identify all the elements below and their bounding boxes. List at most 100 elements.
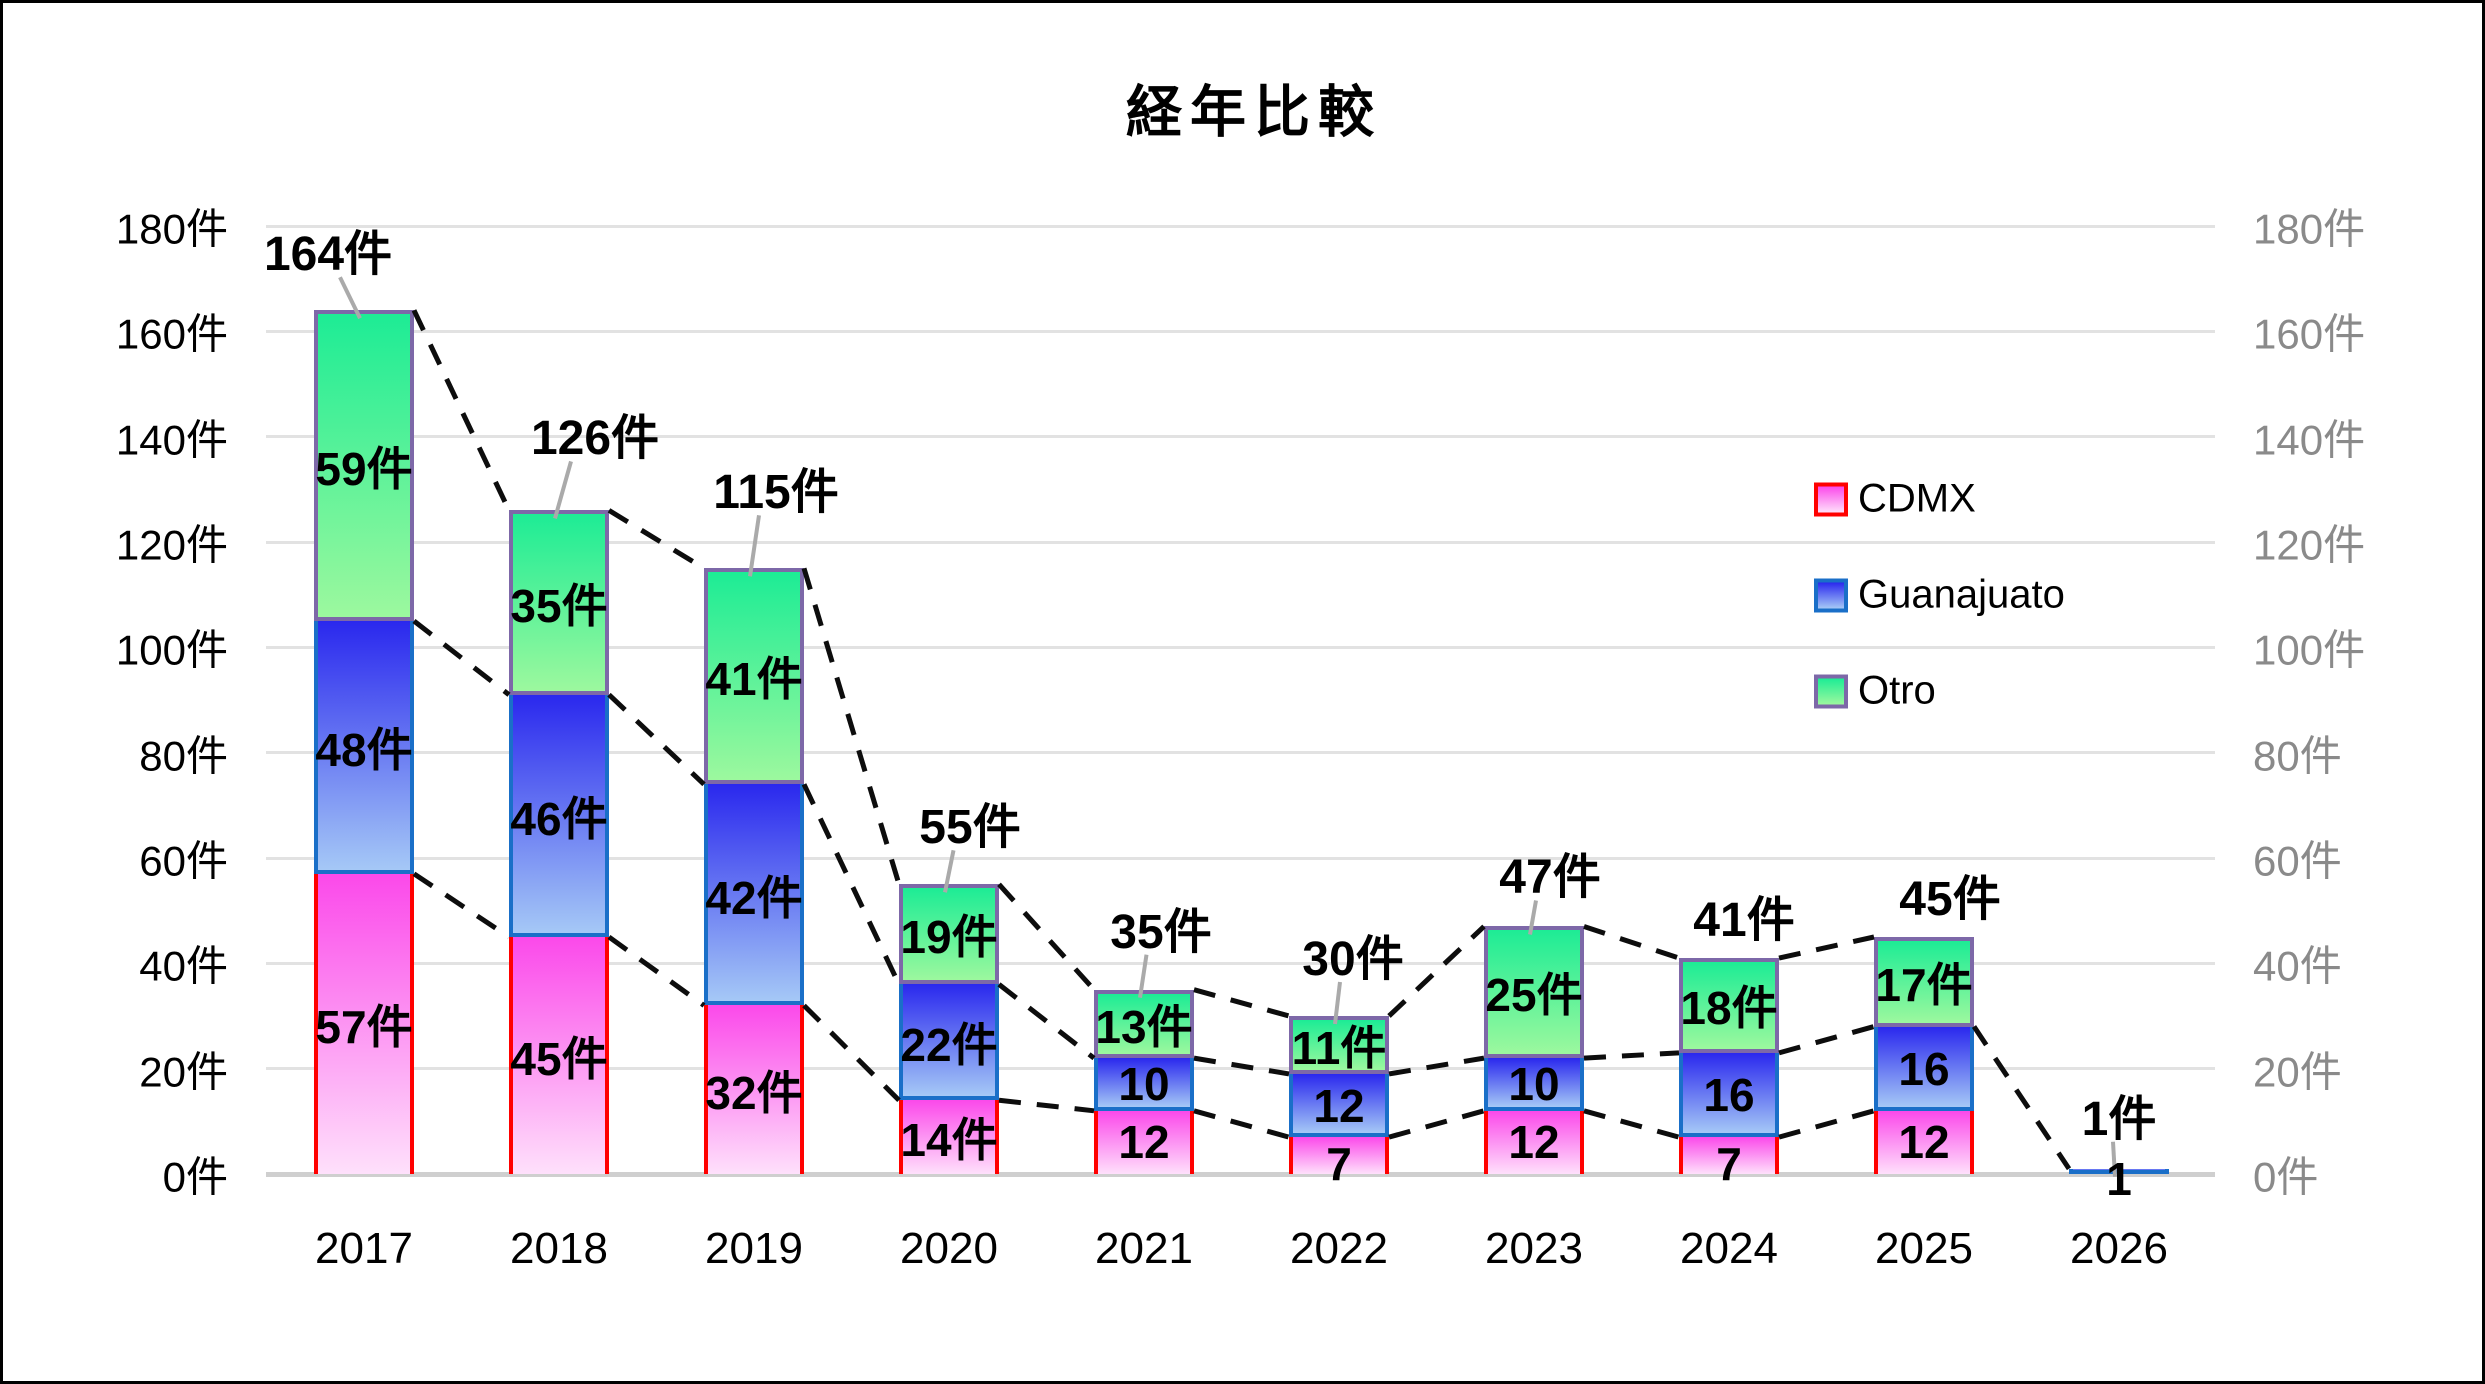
total-label-2022: 30件 <box>1302 933 1404 986</box>
bar-segment-cdmx-2020 <box>899 1100 999 1174</box>
segment-label-guanajuato-2025: 16 <box>1898 1042 1950 1095</box>
segment-label-otro-2018: 35件 <box>510 579 608 632</box>
legend-swatch-otro-icon <box>1814 674 1848 708</box>
bar-segment-guanajuato-2023 <box>1484 1058 1584 1111</box>
gridline-60 <box>266 856 2215 860</box>
left-axis-label: 120件 <box>115 521 228 569</box>
legend-label-otro: Otro <box>1858 668 1936 713</box>
bar-segment-otro-2019 <box>704 568 804 785</box>
series-line-guanajuato-2024-2025 <box>1778 1024 1875 1056</box>
left-axis-label: 100件 <box>115 626 228 674</box>
series-line-otro-2021-2022 <box>1193 987 1290 1019</box>
x-axis-label-2020: 2020 <box>900 1224 998 1273</box>
series-line-cdmx-2021-2022 <box>1193 1108 1290 1140</box>
total-label-2019: 115件 <box>713 466 839 520</box>
segment-label-cdmx-2020: 14件 <box>900 1114 998 1167</box>
bar-segment-otro-2021 <box>1094 989 1194 1059</box>
x-axis-label-2021: 2021 <box>1095 1224 1193 1273</box>
series-line-otro-2017-2018 <box>411 309 512 512</box>
legend-item-cdmx: CDMX <box>1814 477 1976 522</box>
series-line-guanajuato-2020-2021 <box>997 982 1096 1061</box>
series-line-guanajuato-2022-2023 <box>1388 1055 1485 1077</box>
bar-segment-guanajuato-2022 <box>1289 1073 1389 1138</box>
x-axis-label-2026: 2026 <box>2070 1224 2168 1273</box>
x-axis-label-2022: 2022 <box>1290 1224 1388 1273</box>
right-axis-label: 80件 <box>2253 732 2342 780</box>
bar-segment-guanajuato-2017 <box>314 621 414 874</box>
bar-segment-guanajuato-2018 <box>509 694 609 937</box>
left-axis-label: 60件 <box>139 837 228 885</box>
segment-label-cdmx-2024: 7 <box>1716 1137 1742 1190</box>
right-axis-label: 40件 <box>2253 942 2342 990</box>
segment-label-guanajuato-2024: 16 <box>1703 1069 1755 1121</box>
bar-segment-guanajuato-2026 <box>2069 1168 2169 1174</box>
bar-segment-otro-2022 <box>1289 1016 1389 1074</box>
right-axis-label: 180件 <box>2253 205 2366 253</box>
segment-label-cdmx-2023: 12 <box>1508 1116 1560 1169</box>
segment-label-otro-2024: 18件 <box>1680 982 1778 1035</box>
series-line-cdmx-2024-2025 <box>1778 1108 1875 1140</box>
series-line-cdmx-2022-2023 <box>1388 1108 1485 1140</box>
segment-label-otro-2022: 11件 <box>1291 1021 1387 1074</box>
bar-segment-otro-2017 <box>314 310 414 621</box>
series-line-otro-2018-2019 <box>607 508 706 571</box>
total-label-2018: 126件 <box>530 412 660 466</box>
gridline-140 <box>266 435 2215 439</box>
x-axis-label-2024: 2024 <box>1680 1224 1778 1273</box>
total-label-2025: 45件 <box>1899 873 2001 926</box>
bar-segment-cdmx-2021 <box>1094 1110 1194 1174</box>
leader-line-2019 <box>748 515 761 577</box>
x-axis-label-2017: 2017 <box>315 1224 413 1273</box>
right-axis-label: 60件 <box>2253 837 2342 885</box>
segment-label-cdmx-2017: 57件 <box>315 1000 413 1053</box>
segment-label-cdmx-2018: 45件 <box>510 1032 608 1085</box>
segment-label-guanajuato-2026: 1 <box>2106 1153 2132 1206</box>
gridline-80 <box>266 751 2215 755</box>
bar-segment-cdmx-2019 <box>704 1005 804 1174</box>
x-axis-label-2019: 2019 <box>705 1224 803 1273</box>
segment-label-guanajuato-2019: 42件 <box>705 871 803 924</box>
gridline-100 <box>266 645 2215 649</box>
left-axis-label: 80件 <box>139 732 228 780</box>
bar-segment-cdmx-2025 <box>1874 1110 1974 1174</box>
bar-segment-guanajuato-2021 <box>1094 1058 1194 1111</box>
bar-segment-otro-2023 <box>1484 926 1584 1059</box>
total-label-2017: 164件 <box>263 228 393 282</box>
series-line-cdmx-2020-2021 <box>998 1097 1095 1114</box>
legend-swatch-cdmx-icon <box>1814 482 1848 516</box>
left-axis-label: 180件 <box>115 205 228 253</box>
series-line-cdmx-2017-2018 <box>412 871 511 940</box>
legend-label-cdmx: CDMX <box>1858 476 1976 521</box>
total-label-2024: 41件 <box>1693 894 1795 948</box>
total-label-2020: 55件 <box>919 801 1021 855</box>
gridline-40 <box>266 961 2215 965</box>
series-line-otro-2020-2021 <box>997 882 1096 992</box>
segment-label-guanajuato-2017: 48件 <box>315 724 413 777</box>
left-axis-label: 40件 <box>139 942 228 990</box>
left-axis-label: 160件 <box>115 310 228 358</box>
series-line-guanajuato-2025-2026 <box>1971 1025 2072 1171</box>
legend-item-guanajuato: Guanajuato <box>1814 573 2065 618</box>
legend-item-otro: Otro <box>1814 669 1936 714</box>
legend-label-guanajuato: Guanajuato <box>1858 572 2065 617</box>
series-line-otro-2023-2024 <box>1583 924 1680 961</box>
segment-label-cdmx-2019: 32件 <box>705 1066 803 1119</box>
total-label-2023: 47件 <box>1499 851 1601 905</box>
bar-segment-cdmx-2017 <box>314 873 414 1174</box>
right-axis-label: 120件 <box>2253 521 2366 569</box>
gridline-180 <box>266 224 2215 228</box>
segment-label-cdmx-2022: 7 <box>1326 1137 1352 1190</box>
segment-label-guanajuato-2018: 46件 <box>510 792 608 845</box>
right-axis-label: 140件 <box>2253 416 2366 464</box>
series-line-guanajuato-2018-2019 <box>607 692 706 787</box>
series-line-cdmx-2019-2020 <box>802 1003 901 1103</box>
segment-label-otro-2023: 25件 <box>1485 969 1583 1022</box>
chart-title: 経年比較 <box>1126 80 1382 144</box>
segment-label-cdmx-2025: 12 <box>1898 1116 1950 1169</box>
segment-label-guanajuato-2021: 10 <box>1118 1058 1170 1111</box>
series-line-guanajuato-2019-2020 <box>801 783 902 986</box>
segment-label-otro-2017: 59件 <box>315 442 413 495</box>
gridline-160 <box>266 329 2215 333</box>
x-axis-label-2025: 2025 <box>1875 1224 1973 1273</box>
segment-label-otro-2021: 13件 <box>1095 1000 1193 1053</box>
